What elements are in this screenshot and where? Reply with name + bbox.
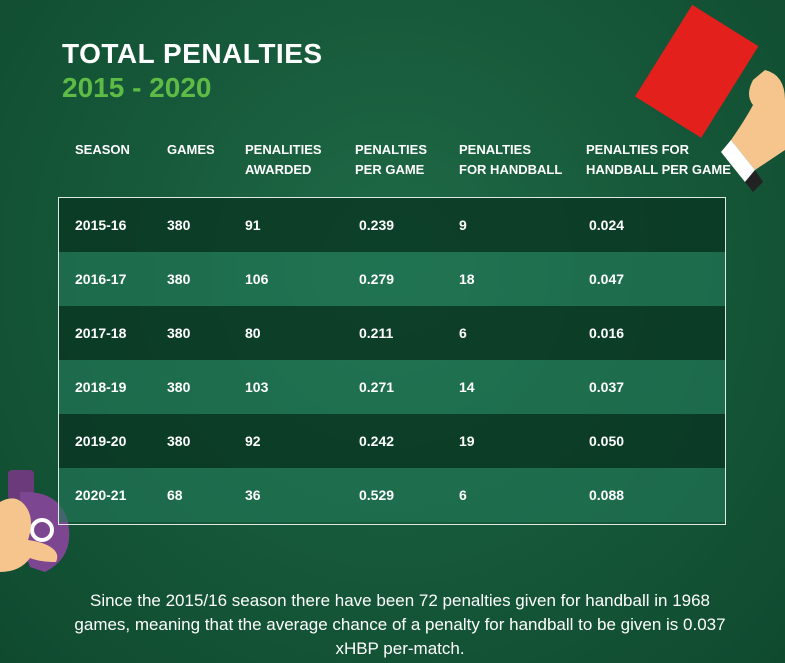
cell-penalties-awarded: 106 [245,271,269,287]
table-row: 2016-17 380 106 0.279 18 0.047 [59,252,725,306]
cell-penalties-for-handball: 9 [459,217,467,233]
cell-penalties-awarded: 92 [245,433,261,449]
cell-handball-per-game: 0.037 [589,379,625,395]
column-header-penalties-awarded: PENALITIES AWARDED [245,142,322,177]
table-row: 2018-19 380 103 0.271 14 0.037 [59,360,725,414]
table-row: 2017-18 380 80 0.211 6 0.016 [59,306,725,360]
cell-penalties-awarded: 91 [245,217,261,233]
cell-penalties-awarded: 36 [245,487,261,503]
cell-penalties-for-handball: 19 [459,433,475,449]
footnote: Since the 2015/16 season there have been… [74,591,726,658]
title-line-2: 2015 - 2020 [62,72,212,103]
column-header-penalties-for-handball: PENALTIES FOR HANDBALL [459,142,563,177]
title-line-1: TOTAL PENALTIES [62,38,323,69]
cell-games: 380 [167,379,191,395]
cell-games: 380 [167,271,191,287]
cell-penalties-for-handball: 6 [459,325,467,341]
penalties-table: 2015-16 380 91 0.239 9 0.024 2016-17 380… [58,197,726,525]
whistle-icon [0,470,70,572]
cell-games: 380 [167,433,191,449]
chart-title: TOTAL PENALTIES 2015 - 2020 [62,38,323,106]
cell-penalties-per-game: 0.271 [359,379,395,395]
column-header-games: GAMES [167,142,215,157]
table-row: 2019-20 380 92 0.242 19 0.050 [59,414,725,468]
cell-penalties-for-handball: 14 [459,379,475,395]
column-header-season: SEASON [75,142,130,157]
red-card-icon [635,4,785,192]
cell-penalties-per-game: 0.239 [359,217,395,233]
cell-games: 380 [167,217,191,233]
cell-handball-per-game: 0.024 [589,217,625,233]
cell-season: 2017-18 [75,325,127,341]
cell-penalties-per-game: 0.242 [359,433,395,449]
cell-season: 2019-20 [75,433,127,449]
cell-games: 68 [167,487,183,503]
cell-penalties-awarded: 103 [245,379,269,395]
cell-handball-per-game: 0.088 [589,487,625,503]
table-header: SEASON GAMES PENALITIES AWARDED PENALTIES… [58,140,731,188]
table-row: 2015-16 380 91 0.239 9 0.024 [59,198,725,252]
cell-games: 380 [167,325,191,341]
table-row: 2020-21 68 36 0.529 6 0.088 [59,468,725,522]
cell-season: 2016-17 [75,271,127,287]
cell-handball-per-game: 0.050 [589,433,625,449]
cell-penalties-per-game: 0.279 [359,271,395,287]
cell-penalties-per-game: 0.529 [359,487,395,503]
cell-handball-per-game: 0.047 [589,271,625,287]
cell-penalties-per-game: 0.211 [359,325,394,341]
cell-penalties-for-handball: 18 [459,271,475,287]
cell-season: 2015-16 [75,217,127,233]
column-header-handball-per-game: PENALTIES FOR HANDBALL PER GAME [586,142,731,177]
cell-penalties-awarded: 80 [245,325,261,341]
cell-penalties-for-handball: 6 [459,487,467,503]
cell-season: 2018-19 [75,379,127,395]
cell-handball-per-game: 0.016 [589,325,625,341]
column-header-penalties-per-game: PENALTIES PER GAME [355,142,427,177]
cell-season: 2020-21 [75,487,127,503]
